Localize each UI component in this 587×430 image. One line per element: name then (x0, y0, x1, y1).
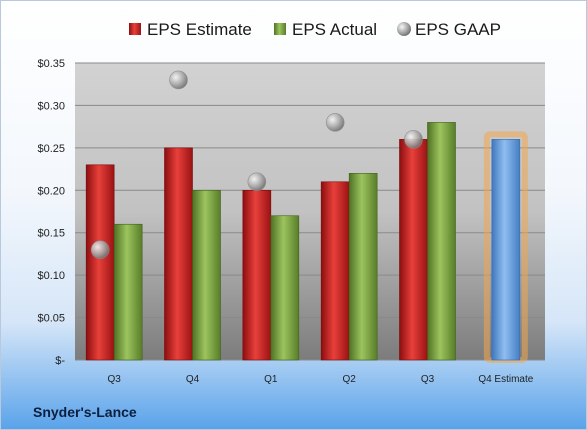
y-tick-label: $0.30 (37, 100, 65, 112)
bar-forecast (491, 139, 521, 361)
bar-actual (113, 223, 143, 361)
bar-estimate (164, 147, 193, 361)
y-tick-label: $0.20 (37, 185, 65, 197)
legend-label-actual: EPS Actual (292, 20, 377, 39)
bar-estimate (242, 189, 272, 361)
x-tick-label: Q4 Estimate (478, 374, 533, 385)
bar-actual (192, 189, 221, 361)
plot-area (75, 63, 545, 360)
legend: EPS Estimate EPS Actual EPS GAAP (129, 20, 501, 39)
x-axis-labels: Q3 Q4 Q1 Q2 Q3 Q4 Estimate (107, 374, 533, 385)
legend-swatch-actual (274, 23, 286, 35)
gaap-marker (404, 130, 423, 149)
bar-estimate (85, 164, 115, 361)
y-tick-label: $- (55, 355, 65, 367)
legend-swatch-gaap (397, 22, 411, 36)
x-tick-label: Q2 (342, 374, 356, 385)
legend-label-gaap: EPS GAAP (415, 20, 501, 39)
bar-actual (348, 173, 378, 361)
gaap-marker (325, 113, 345, 132)
y-tick-label: $0.15 (37, 228, 65, 240)
y-tick-label: $0.25 (37, 143, 65, 155)
y-tick-label: $0.10 (37, 270, 65, 282)
y-axis-ticks: $0.35 $0.30 $0.25 $0.20 $0.15 $0.10 $0.05 $- (37, 58, 65, 367)
x-tick-label: Q3 (107, 374, 121, 385)
gaap-markers (90, 70, 423, 259)
bars (85, 122, 528, 363)
bar-estimate (320, 181, 350, 361)
legend-swatch-estimate (129, 23, 141, 35)
bar-actual (427, 122, 456, 361)
bar-estimate (399, 139, 428, 361)
company-name: Snyder's-Lance (33, 404, 137, 420)
y-tick-label: $0.05 (37, 313, 65, 325)
gridlines (75, 62, 545, 361)
x-tick-label: Q1 (264, 374, 278, 385)
gaap-marker (169, 70, 188, 90)
x-tick-label: Q3 (421, 374, 435, 385)
legend-label-estimate: EPS Estimate (147, 20, 252, 39)
gaap-marker (90, 240, 110, 259)
y-tick-label: $0.35 (37, 58, 65, 70)
gaap-marker (247, 172, 267, 192)
bar-actual (270, 215, 300, 361)
x-tick-label: Q4 (186, 374, 200, 385)
